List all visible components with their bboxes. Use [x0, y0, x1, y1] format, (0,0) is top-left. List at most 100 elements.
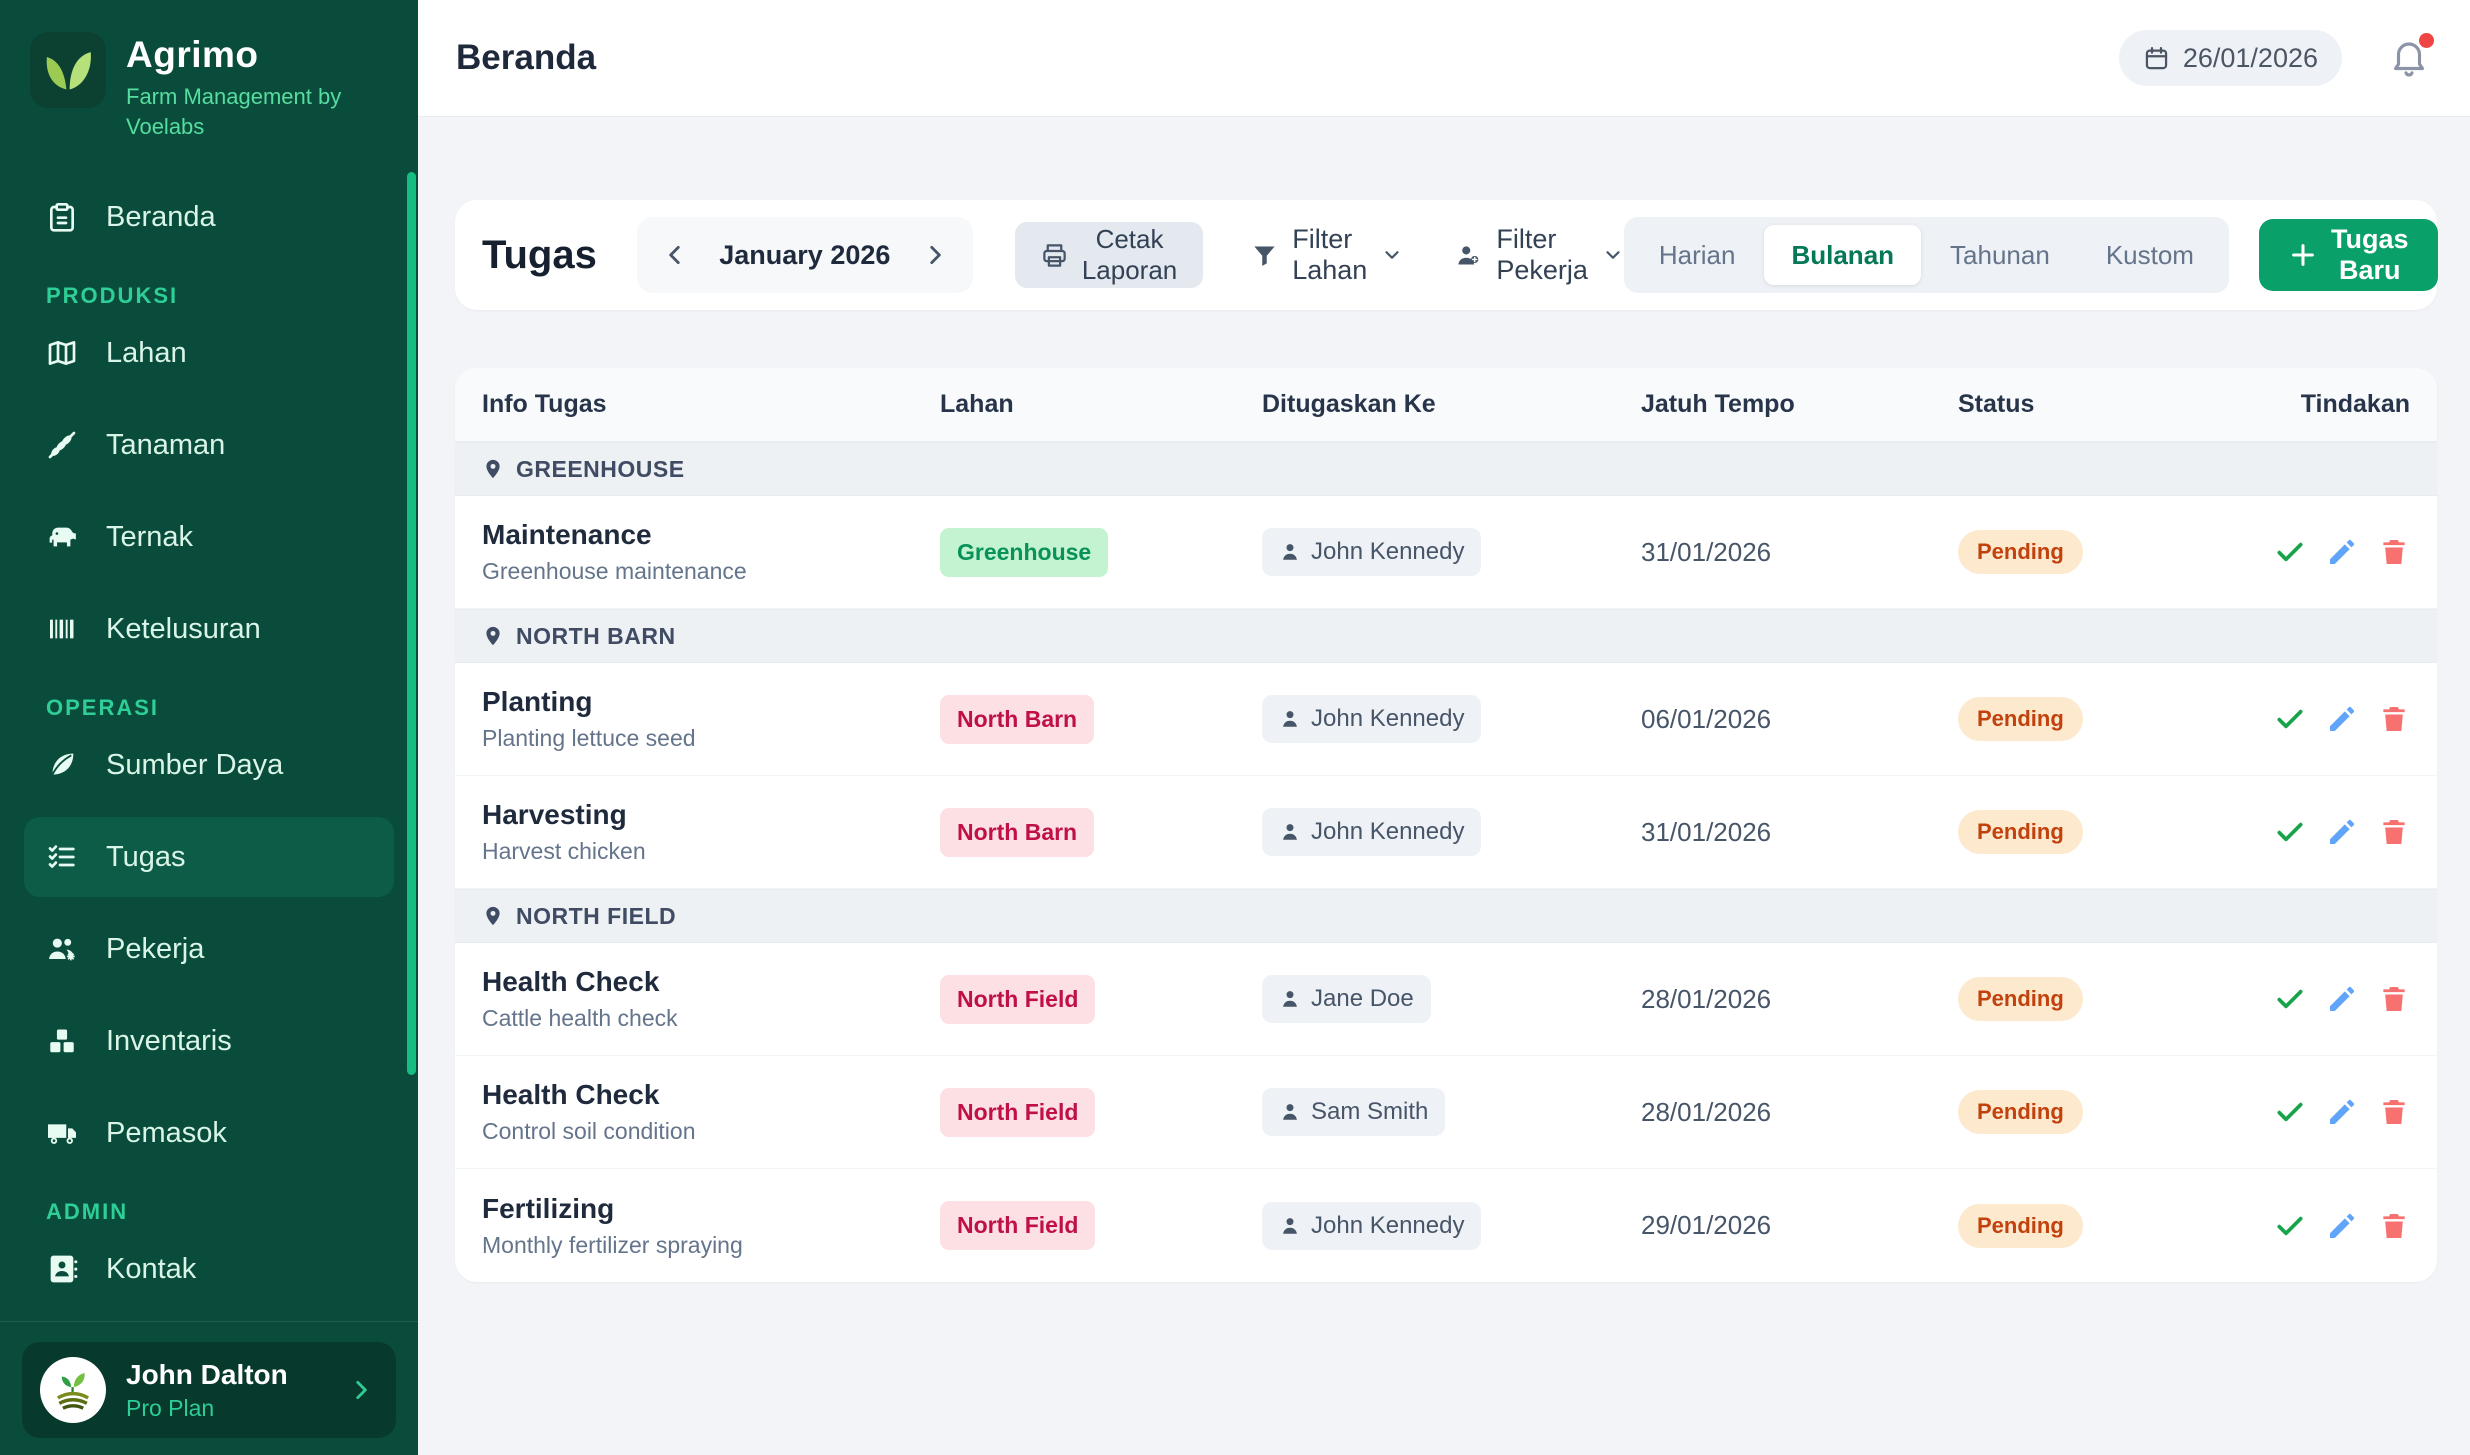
- printer-icon: [1041, 242, 1068, 269]
- delete-task-button[interactable]: [2378, 816, 2410, 848]
- lahan-badge: Greenhouse: [940, 527, 1109, 577]
- status-badge: Pending: [1958, 530, 2083, 574]
- filter-lahan-dropdown[interactable]: Filter Lahan: [1251, 224, 1403, 286]
- edit-task-button[interactable]: [2326, 536, 2358, 568]
- complete-task-button[interactable]: [2274, 1210, 2306, 1242]
- users-gear-icon: [46, 933, 78, 965]
- sidebar-item-inventaris[interactable]: Inventaris: [24, 1001, 394, 1081]
- assignee-chip: John Kennedy: [1262, 695, 1482, 743]
- status-badge: Pending: [1958, 1203, 2083, 1248]
- sidebar-item-label: Ketelusuran: [106, 612, 261, 645]
- edit-task-button[interactable]: [2326, 1210, 2358, 1242]
- funnel-icon: [1251, 242, 1278, 269]
- edit-task-button[interactable]: [2326, 1096, 2358, 1128]
- sidebar-item-label: Kontak: [106, 1252, 197, 1285]
- notifications-button[interactable]: [2388, 33, 2434, 80]
- map-pin-icon: [482, 458, 504, 480]
- leaf-icon: [46, 749, 78, 781]
- col-lahan: Lahan: [940, 390, 1014, 418]
- complete-task-button[interactable]: [2274, 536, 2306, 568]
- tasks-title: Tugas: [482, 232, 597, 277]
- edit-task-button[interactable]: [2326, 816, 2358, 848]
- sidebar-scrollbar[interactable]: [407, 172, 416, 1075]
- sidebar-section-admin: ADMIN: [46, 1199, 129, 1225]
- sprout-leaves-icon: [46, 52, 91, 90]
- sidebar-item-kontak[interactable]: Kontak: [24, 1229, 394, 1309]
- current-date: 26/01/2026: [2182, 42, 2318, 73]
- tasks-table: Info Tugas Lahan Ditugaskan Ke Jatuh Tem…: [455, 368, 2437, 1282]
- map-pin-icon: [482, 625, 504, 647]
- col-ditugaskan-ke: Ditugaskan Ke: [1262, 390, 1436, 418]
- chevron-right-icon: [930, 246, 941, 264]
- sidebar-item-pemasok[interactable]: Pemasok: [24, 1093, 394, 1173]
- col-status: Status: [1958, 390, 2035, 418]
- range-tab-kustom[interactable]: Kustom: [2079, 225, 2221, 285]
- lahan-badge: North Field: [940, 1201, 1096, 1250]
- complete-task-button[interactable]: [2274, 816, 2306, 848]
- range-tab-tahunan[interactable]: Tahunan: [1923, 225, 2077, 285]
- complete-task-button[interactable]: [2274, 1096, 2306, 1128]
- sidebar-item-label: Tanaman: [106, 428, 226, 461]
- lahan-badge: North Field: [940, 974, 1096, 1024]
- sidebar: Agrimo Farm Management by Voelabs Berand…: [0, 0, 418, 1455]
- delete-task-button[interactable]: [2378, 1096, 2410, 1128]
- edit-task-button[interactable]: [2326, 703, 2358, 735]
- sidebar-item-label: Beranda: [106, 200, 216, 233]
- task-description: Harvest chicken: [482, 838, 646, 864]
- sidebar-item-ternak[interactable]: Ternak: [24, 497, 394, 577]
- status-badge: Pending: [1958, 1090, 2083, 1134]
- sidebar-item-label: Inventaris: [106, 1024, 232, 1057]
- sidebar-item-pekerja[interactable]: Pekerja: [24, 909, 394, 989]
- filter-pekerja-dropdown[interactable]: Filter Pekerja: [1455, 224, 1624, 286]
- complete-task-button[interactable]: [2274, 983, 2306, 1015]
- range-tab-bulanan[interactable]: Bulanan: [1764, 225, 1922, 285]
- sidebar-section-produksi: PRODUKSI: [46, 283, 179, 309]
- user-plan: Pro Plan: [126, 1394, 215, 1421]
- sidebar-item-label: Tugas: [106, 840, 186, 873]
- col-jatuh-tempo: Jatuh Tempo: [1641, 390, 1795, 418]
- lahan-badge: North Barn: [940, 694, 1095, 744]
- sidebar-item-label: Ternak: [106, 520, 194, 553]
- print-report-button[interactable]: Cetak Laporan: [1014, 222, 1204, 288]
- delete-task-button[interactable]: [2378, 536, 2410, 568]
- sidebar-item-label: Sumber Daya: [106, 748, 284, 781]
- delete-task-button[interactable]: [2378, 1210, 2410, 1242]
- range-tabs: Harian Bulanan Tahunan Kustom: [1623, 217, 2229, 293]
- due-date: 28/01/2026: [1641, 983, 1772, 1014]
- table-row: Harvesting Harvest chicken North Barn John …: [455, 776, 2437, 889]
- sidebar-item-tanaman[interactable]: Tanaman: [24, 405, 394, 485]
- date-chip[interactable]: 26/01/2026: [2118, 30, 2342, 86]
- chevron-down-icon: [1602, 244, 1624, 266]
- next-month-button[interactable]: [913, 233, 957, 277]
- map-icon: [46, 337, 78, 369]
- col-tindakan: Tindakan: [2300, 390, 2410, 418]
- new-task-button[interactable]: Tugas Baru: [2258, 219, 2439, 291]
- complete-task-button[interactable]: [2274, 703, 2306, 735]
- delete-task-button[interactable]: [2378, 703, 2410, 735]
- sidebar-item-beranda[interactable]: Beranda: [24, 177, 394, 257]
- delete-task-button[interactable]: [2378, 983, 2410, 1015]
- boxes-icon: [46, 1025, 78, 1057]
- person-icon: [1279, 1215, 1301, 1237]
- table-row: Maintenance Greenhouse maintenance Greenho…: [455, 496, 2437, 609]
- truck-icon: [46, 1117, 78, 1149]
- assignee-chip: John Kennedy: [1262, 1201, 1482, 1250]
- edit-task-button[interactable]: [2326, 983, 2358, 1015]
- sidebar-item-ketelusuran[interactable]: Ketelusuran: [24, 589, 394, 669]
- tasks-toolbar: Tugas January 2026 Cetak Laporan: [455, 200, 2439, 310]
- sidebar-item-sumber-daya[interactable]: Sumber Daya: [24, 725, 394, 805]
- user-profile-card[interactable]: John Dalton Pro Plan: [22, 1342, 396, 1439]
- prev-month-button[interactable]: [653, 233, 697, 277]
- range-tab-harian[interactable]: Harian: [1632, 225, 1763, 285]
- clipboard-icon: [46, 201, 78, 233]
- status-badge: Pending: [1958, 977, 2083, 1021]
- assignee-name: Jane Doe: [1311, 985, 1414, 1012]
- main-area: Beranda 26/01/2026 Tugas January 2026: [418, 0, 2470, 1455]
- table-header-row: Info Tugas Lahan Ditugaskan Ke Jatuh Tem…: [455, 368, 2437, 442]
- assignee-chip: Jane Doe: [1262, 975, 1431, 1023]
- bell-icon: [2393, 42, 2425, 77]
- sidebar-item-tugas[interactable]: Tugas: [24, 817, 394, 898]
- assignee-name: Sam Smith: [1311, 1098, 1429, 1125]
- sidebar-item-lahan[interactable]: Lahan: [24, 313, 394, 393]
- topbar: Beranda 26/01/2026: [418, 0, 2470, 117]
